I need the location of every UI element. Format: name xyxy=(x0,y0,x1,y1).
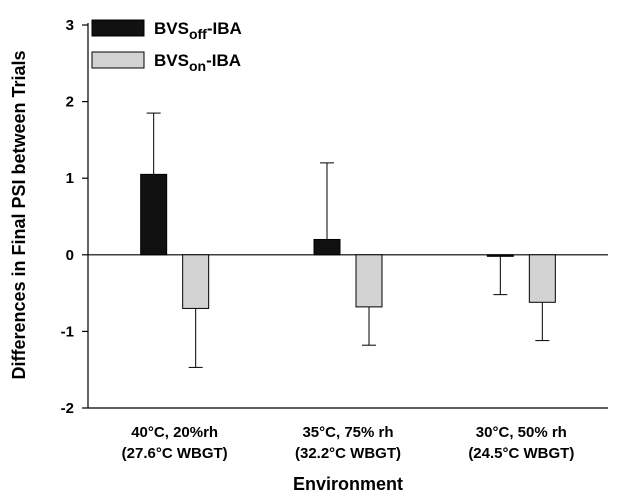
bar xyxy=(355,254,383,308)
bar xyxy=(486,254,514,257)
axes: -2 -1 0 1 2 3 40°C, 20%rh (27.6°C WBGT) 35°C, 75… xyxy=(61,17,608,462)
error-bars xyxy=(146,112,550,368)
bar xyxy=(528,254,556,303)
legend: BVSoff-IBA BVSon-IBA xyxy=(91,19,242,74)
x-tick-label: 30°C, 50% rh xyxy=(476,424,567,441)
x-axis-title: Environment xyxy=(293,474,403,494)
legend-swatch xyxy=(91,51,145,69)
x-tick-label: 35°C, 75% rh xyxy=(302,424,393,441)
x-tick-label: 40°C, 20%rh xyxy=(131,424,218,441)
x-tick-label: (27.6°C WBGT) xyxy=(122,445,228,462)
legend-swatch xyxy=(91,19,145,37)
y-axis-title: Differences in Final PSI between Trials xyxy=(9,50,29,379)
bar xyxy=(140,173,168,256)
bar xyxy=(313,238,341,256)
bars xyxy=(140,173,556,309)
bar xyxy=(182,254,210,309)
legend-label: BVSon-IBA xyxy=(154,51,241,74)
legend-label: BVSoff-IBA xyxy=(154,19,242,42)
y-tick-label: 3 xyxy=(66,17,74,34)
y-tick-label: 0 xyxy=(66,247,74,264)
x-tick-label: (32.2°C WBGT) xyxy=(295,445,401,462)
x-tick-label: (24.5°C WBGT) xyxy=(468,445,574,462)
y-tick-label: 1 xyxy=(66,170,74,187)
y-tick-label: 2 xyxy=(66,94,74,111)
y-tick-label: -1 xyxy=(61,323,74,340)
y-tick-label: -2 xyxy=(61,400,74,417)
